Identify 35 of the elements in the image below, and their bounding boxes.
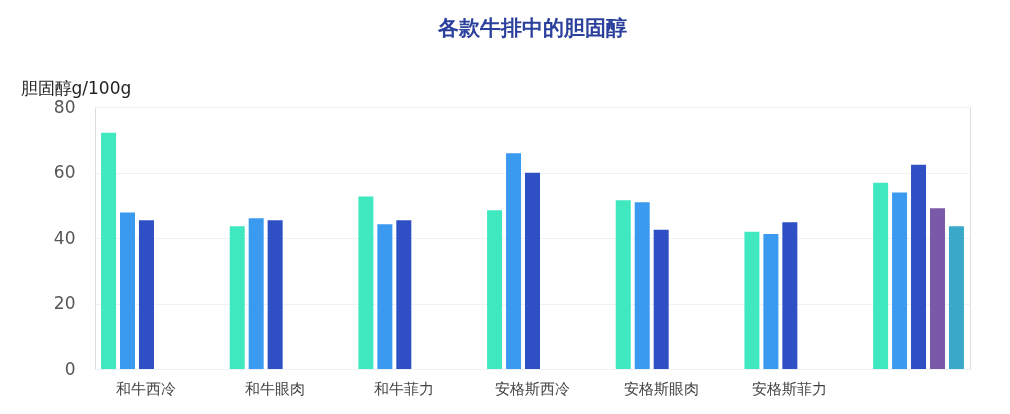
bar — [929, 208, 945, 369]
x-tick-label: 安格斯菲力 — [752, 379, 828, 398]
x-tick-label: 和牛西冷 — [116, 379, 177, 398]
bar — [892, 192, 908, 369]
chart-title: 各款牛排中的胆固醇 — [437, 16, 627, 40]
bar — [396, 220, 412, 369]
y-tick-label: 60 — [53, 162, 76, 182]
y-tick-label: 40 — [53, 227, 76, 248]
bar — [120, 212, 136, 369]
bar — [377, 224, 393, 369]
x-tick-label: 安格斯西冷 — [495, 379, 570, 398]
bar — [873, 182, 889, 369]
bar — [248, 218, 264, 369]
bar — [358, 196, 374, 369]
bar — [506, 153, 522, 369]
x-tick-label: 和牛菲力 — [373, 379, 434, 398]
bar — [267, 220, 283, 369]
bar — [653, 229, 669, 369]
bar — [138, 220, 154, 369]
bar — [911, 164, 927, 369]
x-tick-label: 安格斯眼肉 — [623, 379, 699, 398]
y-tick-label: 0 — [64, 358, 76, 379]
bar — [101, 132, 117, 369]
x-tick-label: 和牛眼肉 — [245, 379, 306, 398]
y-axis-title: 胆固醇g/100g — [20, 77, 132, 98]
bar — [763, 234, 779, 369]
bar — [782, 222, 798, 369]
bar — [615, 200, 631, 369]
bar — [487, 210, 503, 369]
bar — [744, 231, 760, 369]
y-tick-label: 20 — [53, 293, 76, 313]
bar — [525, 172, 540, 369]
bar — [229, 226, 245, 369]
bar — [948, 226, 964, 369]
bar — [634, 202, 650, 369]
